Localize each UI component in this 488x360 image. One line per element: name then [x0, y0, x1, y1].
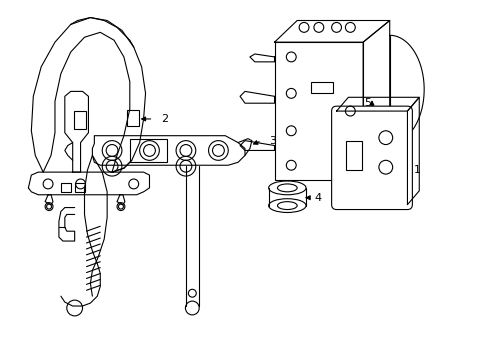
Bar [75, 183, 84, 192]
Text: 3: 3 [269, 136, 276, 145]
Bar [61, 183, 71, 192]
Text: 4: 4 [314, 193, 322, 203]
Text: 5: 5 [364, 98, 370, 108]
Bar [274, 42, 363, 180]
Bar [310, 82, 332, 93]
FancyBboxPatch shape [331, 106, 411, 210]
Bar [74, 111, 86, 129]
Bar [126, 110, 139, 126]
Bar [129, 139, 167, 162]
Bar [346, 141, 362, 170]
Text: 1: 1 [412, 165, 420, 175]
Text: 2: 2 [161, 114, 168, 124]
